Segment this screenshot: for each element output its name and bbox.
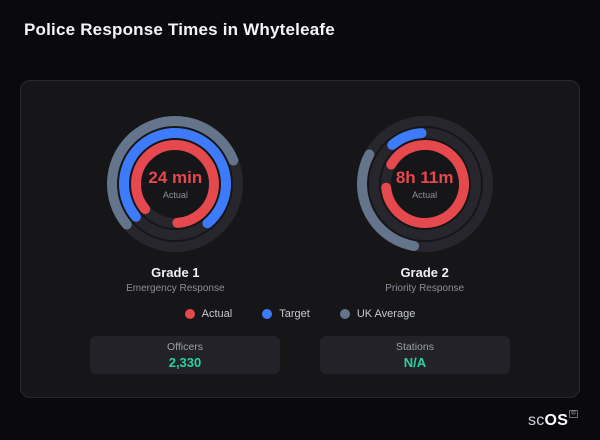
legend-label-actual: Actual <box>201 308 233 320</box>
legend-label-target: Target <box>279 308 310 320</box>
scos-logo-prefix: sc <box>527 412 545 429</box>
gauge-grade-1: 24 min Actual Grade 1 Emergency Response <box>80 109 270 294</box>
gauges-row: 24 min Actual Grade 1 Emergency Response… <box>21 109 579 294</box>
stat-value-stations: N/A <box>403 354 427 370</box>
legend-item-uk-average[interactable]: UK Average <box>339 308 416 320</box>
stat-value-officers: 2,330 <box>168 354 202 370</box>
stat-box-stations: Stations N/A <box>320 336 510 374</box>
chart-legend: Actual Target UK Average <box>21 308 579 320</box>
gauge-grade-1-subtitle: Emergency Response <box>126 283 225 294</box>
legend-dot-target <box>262 309 273 319</box>
legend-dot-uk-average <box>339 309 350 319</box>
legend-dot-actual <box>184 309 195 319</box>
stat-label-officers: Officers <box>167 340 203 353</box>
stat-box-officers: Officers 2,330 <box>90 336 280 374</box>
legend-label-uk-average: UK Average <box>356 308 416 320</box>
gauge-grade-2-subtitle: Priority Response <box>385 283 465 294</box>
registered-trademark-icon: ® <box>569 410 578 418</box>
page-title: Police Response Times in Whyteleafe <box>24 20 335 39</box>
gauge-grade-2-rings <box>356 116 493 252</box>
gauge-grade-1-chart: 24 min Actual <box>100 109 250 259</box>
response-times-card: 24 min Actual Grade 1 Emergency Response… <box>20 80 580 398</box>
stat-label-stations: Stations <box>396 340 434 353</box>
gauge-grade-2-chart: 8h 11m Actual <box>350 109 500 259</box>
scos-logo-suffix: OS <box>544 412 569 429</box>
gauge-grade-2: 8h 11m Actual Grade 2 Priority Response <box>330 109 520 294</box>
legend-item-target[interactable]: Target <box>262 308 310 320</box>
legend-item-actual[interactable]: Actual <box>184 308 233 320</box>
gauge-grade-1-rings <box>107 116 244 252</box>
stats-row: Officers 2,330 Stations N/A <box>21 336 579 374</box>
gauge-grade-2-title: Grade 2 <box>400 265 449 280</box>
gauge-grade-1-title: Grade 1 <box>151 265 200 280</box>
scos-logo: scOS ® <box>527 410 578 430</box>
